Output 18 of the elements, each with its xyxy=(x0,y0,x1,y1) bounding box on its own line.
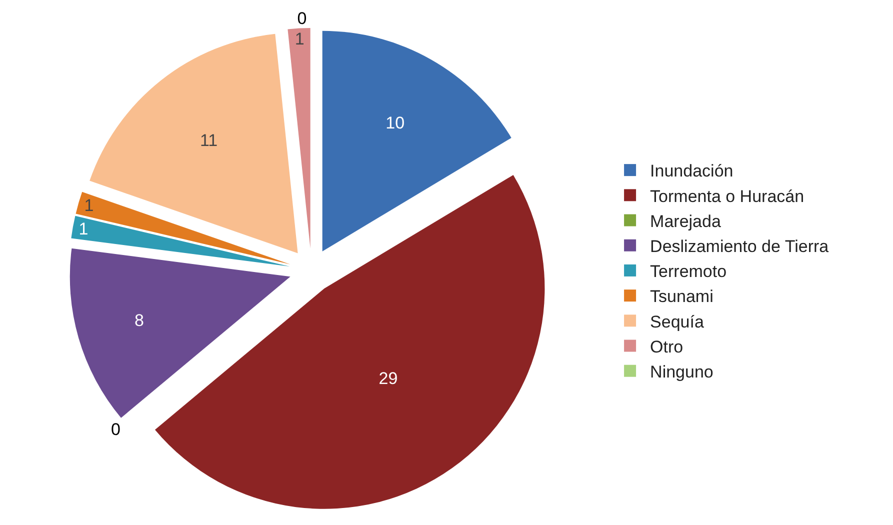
legend-label: Marejada xyxy=(650,212,722,231)
text: 0 xyxy=(111,420,121,440)
legend-label: Inundación xyxy=(650,162,734,181)
legend-label: Tsunami xyxy=(650,287,714,306)
data-label: 1 xyxy=(294,30,304,49)
legend-label: Deslizamiento de Tierra xyxy=(650,236,830,256)
data-label: 1 xyxy=(84,196,94,216)
data-label: 1 xyxy=(78,219,88,238)
legend-label: Sequía xyxy=(650,312,704,332)
legend-label: Otro xyxy=(650,337,684,356)
legend-label: Tormenta o Huracán xyxy=(650,186,804,206)
legend-label: Ninguno xyxy=(650,362,714,382)
data-label: 8 xyxy=(134,311,144,330)
legend-label: Terremoto xyxy=(650,262,727,282)
data-label: 10 xyxy=(386,113,405,132)
text: 0 xyxy=(297,9,307,28)
data-label: 29 xyxy=(378,368,398,388)
data-label: 11 xyxy=(200,131,218,150)
